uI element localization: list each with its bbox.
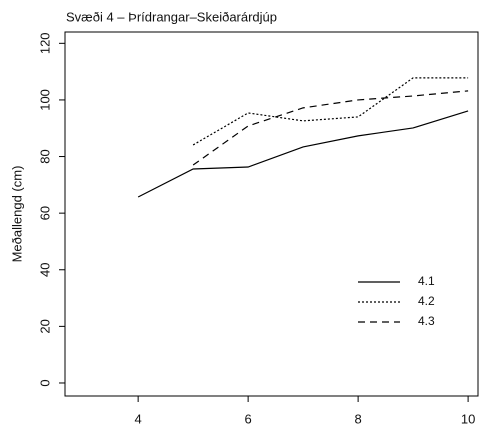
series-line	[192, 90, 469, 166]
legend-label: 4.3	[418, 314, 435, 328]
y-tick-label: 100	[37, 89, 52, 111]
y-tick-label: 60	[37, 206, 52, 220]
series-line	[137, 110, 469, 198]
legend-label: 4.1	[418, 274, 435, 288]
y-tick-label: 0	[37, 379, 52, 386]
y-tick-label: 80	[37, 149, 52, 163]
y-axis-label: Meðallengd (cm)	[9, 166, 24, 263]
x-tick-label: 10	[461, 411, 475, 426]
legend-label: 4.2	[418, 294, 435, 308]
series-line	[192, 77, 469, 146]
x-tick-label: 8	[354, 411, 361, 426]
y-tick-label: 40	[37, 263, 52, 277]
plot-frame	[64, 31, 479, 397]
y-tick-label: 120	[37, 32, 52, 54]
y-tick-label: 20	[37, 319, 52, 333]
chart-title: Svæði 4 – Þrídrangar–Skeiðarárdjúp	[66, 9, 277, 24]
x-tick-label: 6	[245, 411, 252, 426]
x-tick-label: 4	[135, 411, 142, 426]
